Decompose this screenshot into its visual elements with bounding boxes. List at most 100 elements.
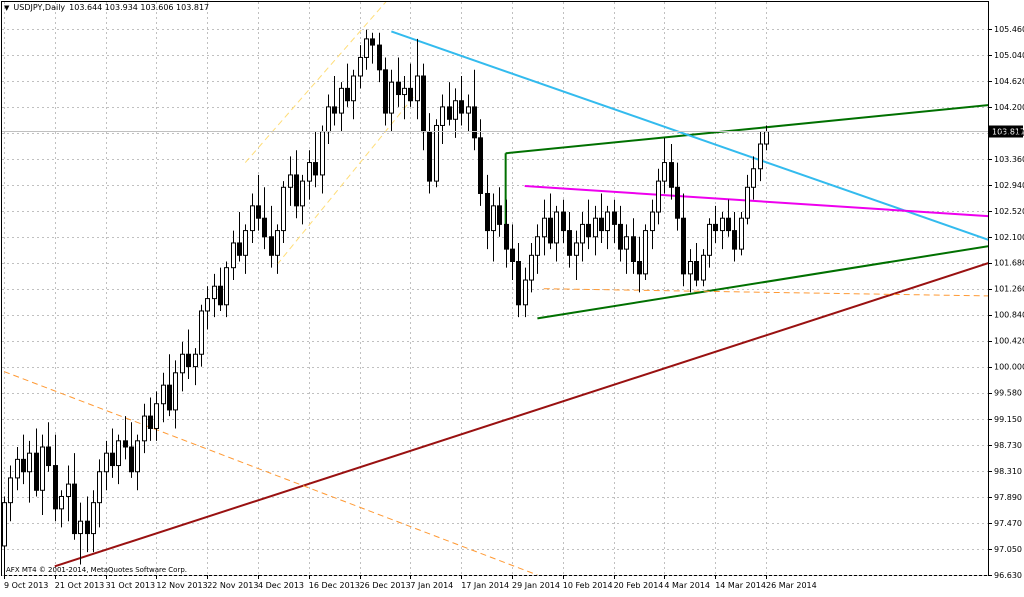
chart-menu-icon[interactable]: ▼ (4, 3, 10, 12)
candle-bear (694, 260, 699, 281)
x-tick-label: 22 Nov 2013 (207, 581, 258, 590)
candle-bull (624, 236, 629, 250)
candle-bear (313, 162, 318, 176)
candle-bull (91, 502, 96, 535)
y-tick-label: 100.000 (994, 363, 1024, 372)
candle-bear (46, 446, 51, 467)
candle-bull (554, 211, 559, 244)
candle-bear (345, 87, 350, 102)
yellow-channel-lower (276, 84, 424, 265)
y-tick-label: 104.620 (994, 77, 1024, 86)
candle-bear (237, 242, 242, 256)
candle-bull (542, 217, 547, 238)
candle-bear (167, 384, 172, 411)
candle-bull (135, 440, 140, 473)
candle-bear (637, 260, 642, 275)
candle-bull (574, 242, 579, 256)
y-tick-label: 103.360 (994, 155, 1024, 164)
candle-bear (262, 217, 267, 238)
y-tick-label: 98.310 (994, 467, 1022, 476)
x-tick-label: 17 Jan 2014 (461, 581, 509, 590)
y-tick-label: 97.470 (994, 519, 1022, 528)
candle-bear (72, 483, 77, 535)
candle-bull (720, 217, 725, 232)
candle-bear (256, 205, 261, 219)
candle-bull (224, 267, 229, 306)
candle-bull (701, 254, 706, 281)
candle-bull (656, 180, 661, 213)
candle-bull (364, 38, 369, 58)
candle-bear (504, 223, 509, 250)
chart-header: ▼ USDJPY,Daily 103.644 103.934 103.606 1… (4, 3, 209, 12)
plot-frame (1, 1, 989, 576)
candle-bear (713, 223, 718, 232)
candle-bear (732, 230, 737, 250)
x-tick-label: 29 Jan 2014 (512, 581, 560, 590)
y-tick-label: 102.100 (994, 233, 1024, 242)
candle-bear (561, 211, 566, 232)
candle-bull (453, 100, 458, 120)
candle-bull (180, 353, 185, 374)
x-tick-label: 26 Dec 2013 (360, 581, 411, 590)
x-tick-label: 4 Mar 2014 (664, 581, 710, 590)
candle-bear (478, 137, 483, 194)
candle-bear (332, 106, 337, 114)
candle-bull (288, 174, 293, 188)
candle-bear (421, 75, 426, 133)
candle-bear (669, 162, 674, 188)
candle-bull (440, 106, 445, 126)
candle-bull (351, 75, 356, 102)
candle-bull (66, 483, 71, 497)
candle-bull (643, 230, 648, 275)
y-tick-label: 103.780 (994, 129, 1024, 138)
y-tick-label: 102.520 (994, 207, 1024, 216)
candle-bull (8, 477, 13, 504)
candle-bull (491, 205, 496, 232)
current-price-box (989, 125, 1023, 138)
candle-bear (631, 236, 636, 262)
x-tick-label: 20 Feb 2014 (614, 581, 664, 590)
y-tick-label: 97.050 (994, 545, 1022, 554)
candle-bull (173, 372, 178, 411)
candle-bull (402, 87, 407, 96)
candle-bull (389, 81, 394, 114)
yellow-channel-upper (244, 2, 387, 163)
candle-bear (129, 446, 134, 473)
y-tick-label: 105.040 (994, 51, 1024, 60)
ohlc-label: 103.644 103.934 103.606 103.817 (69, 3, 210, 12)
y-tick-label: 96.630 (994, 571, 1022, 580)
candle-bull (193, 353, 198, 368)
candle-bear (681, 217, 686, 275)
candle-bull (205, 298, 210, 312)
candle-bear (218, 285, 223, 306)
x-tick-label: 21 Oct 2013 (55, 581, 104, 590)
candle-bear (586, 223, 591, 238)
candle-bear (459, 100, 464, 114)
candle-bull (40, 446, 45, 491)
y-tick-label: 99.150 (994, 415, 1022, 424)
x-tick-label: 26 Mar 2014 (766, 581, 817, 590)
y-tick-label: 102.940 (994, 181, 1024, 190)
candle-bear (516, 260, 521, 306)
x-tick-label: 9 Oct 2013 (4, 581, 48, 590)
candle-bull (275, 230, 280, 256)
candle-bull (15, 458, 20, 479)
candle-bull (161, 384, 166, 405)
candle-bull (199, 310, 204, 355)
x-tick-label: 31 Oct 2013 (106, 581, 155, 590)
y-tick-label: 100.420 (994, 337, 1024, 346)
candle-bull (154, 403, 159, 429)
candle-bull (243, 230, 248, 256)
candle-bear (53, 465, 58, 510)
candle-bull (434, 124, 439, 182)
candle-bear (370, 38, 375, 46)
support-uptrend-line (54, 262, 988, 568)
x-tick-label: 14 Mar 2014 (715, 581, 766, 590)
symbol-label: USDJPY,Daily (13, 3, 66, 12)
candle-bear (548, 217, 553, 244)
candle-bull (662, 162, 667, 182)
candle-bear (472, 106, 477, 139)
candle-bull (78, 520, 83, 535)
